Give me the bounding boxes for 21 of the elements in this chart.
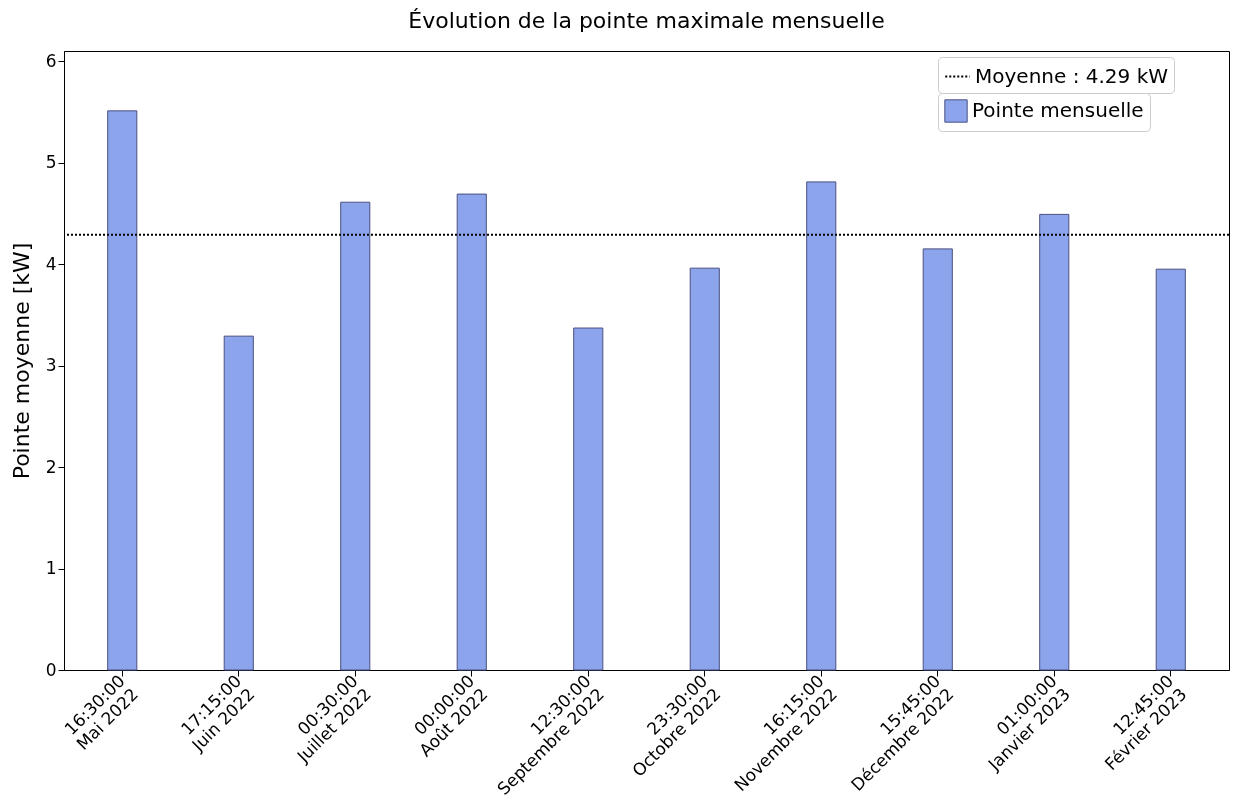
y-tick-label: 6	[45, 50, 57, 71]
bar	[107, 110, 138, 671]
y-tick-label: 5	[45, 152, 57, 173]
y-tick-label: 2	[45, 456, 57, 477]
legend-label: Pointe mensuelle	[972, 98, 1144, 122]
y-axis-title: Pointe moyenne [kW]	[8, 242, 34, 480]
bar	[456, 193, 487, 671]
y-tick-label: 1	[45, 558, 57, 579]
y-tick-label: 4	[45, 253, 57, 274]
legend-label: Moyenne : 4.29 kW	[975, 63, 1169, 88]
y-tick-label: 3	[45, 355, 57, 376]
bar	[223, 335, 254, 671]
bar	[1039, 213, 1070, 671]
bar	[1155, 268, 1186, 671]
bar	[573, 327, 604, 671]
chart-title: Évolution de la pointe maximale mensuelle	[408, 8, 885, 33]
bar	[689, 267, 720, 671]
bar	[806, 181, 837, 671]
bar	[922, 248, 953, 671]
y-tick-label: 0	[45, 659, 57, 680]
bar	[340, 201, 371, 671]
